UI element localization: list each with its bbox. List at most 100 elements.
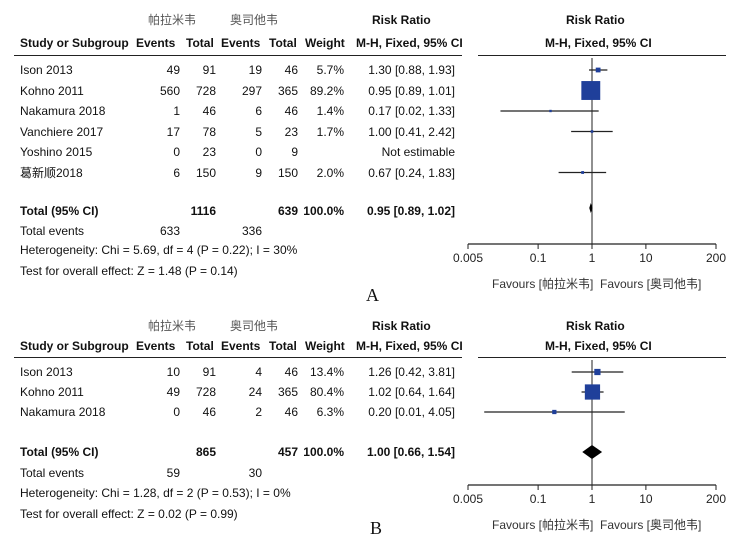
heterogeneity-text: Heterogeneity: Chi = 1.28, df = 2 (P = 0…: [20, 486, 291, 500]
rr-method-header: M-H, Fixed, 95% CI: [356, 36, 463, 50]
events-1: 0: [173, 145, 180, 159]
study-name: Kohno 2011: [20, 83, 84, 98]
x-tick-label: 0.005: [453, 251, 483, 265]
favours-left: Favours [帕拉米韦]: [492, 277, 594, 291]
weight: 6.3%: [316, 405, 344, 419]
total-1: 78: [202, 124, 216, 139]
events2-header: Events: [221, 339, 261, 353]
risk-ratio-ci: 0.67 [0.24, 1.83]: [368, 165, 455, 180]
total-weight: 100.0%: [303, 445, 344, 459]
favours-right: Favours [奥司他韦]: [600, 277, 702, 291]
total-label: Total (95% CI): [20, 204, 99, 218]
total-1: 91: [202, 63, 216, 77]
total-2: 46: [284, 63, 298, 77]
total-2: 23: [284, 124, 298, 139]
study-header: Study or Subgroup: [20, 339, 129, 353]
events-2: 4: [255, 365, 262, 379]
plot-header-rule: [478, 55, 726, 56]
favours-right: Favours [奥司他韦]: [600, 518, 702, 532]
study-box: [594, 368, 601, 376]
events-1: 17: [166, 124, 180, 139]
x-tick-label: 0.005: [453, 492, 483, 506]
weight-header: Weight: [305, 36, 345, 50]
rr-plot-method-header: M-H, Fixed, 95% CI: [545, 36, 652, 50]
total-1: 23: [202, 145, 216, 159]
total-events-2: 336: [241, 224, 262, 238]
total-1: 91: [202, 365, 216, 379]
events-1: 560: [159, 83, 180, 98]
total-n2: 457: [277, 445, 298, 459]
total-2: 46: [284, 104, 298, 118]
events-2: 6: [255, 104, 262, 118]
rr-plot-method-header: M-H, Fixed, 95% CI: [545, 339, 652, 353]
rr-title: Risk Ratio: [372, 319, 431, 333]
total-events-1: 633: [159, 224, 180, 238]
total-events-2: 30: [248, 466, 262, 480]
events-1: 6: [173, 165, 180, 180]
events-1: 0: [173, 405, 180, 419]
total-2: 150: [277, 165, 298, 180]
rr-plot-title: Risk Ratio: [566, 319, 625, 333]
study-name: Vanchiere 2017: [20, 124, 104, 139]
rr-plot-title: Risk Ratio: [566, 13, 625, 27]
risk-ratio-ci: 0.95 [0.89, 1.01]: [368, 83, 455, 98]
study-name: 葛新顺2018: [20, 165, 83, 180]
x-tick-label: 10: [639, 492, 653, 506]
forest-panel-b: 帕拉米韦 奥司他韦 Risk Ratio Risk Ratio Study or…: [0, 306, 744, 539]
total-n1: 865: [195, 445, 216, 459]
study-box: [581, 171, 585, 174]
events-1: 1: [173, 104, 180, 118]
study-header: Study or Subgroup: [20, 36, 129, 50]
total-events-label: Total events: [20, 466, 85, 480]
overall-effect-text: Test for overall effect: Z = 1.48 (P = 0…: [20, 264, 238, 278]
total-1: 46: [202, 104, 216, 118]
study-name: Ison 2013: [20, 63, 73, 77]
weight: 1.4%: [316, 104, 344, 118]
total-n2: 639: [277, 204, 298, 218]
total-2: 46: [284, 405, 298, 419]
total-events-1: 59: [166, 466, 180, 480]
x-tick-label: 200: [706, 251, 726, 265]
header-rule: [14, 357, 462, 358]
x-tick-label: 1: [589, 492, 596, 506]
weight: 89.2%: [309, 83, 344, 98]
study-box: [584, 384, 601, 400]
rr-method-header: M-H, Fixed, 95% CI: [356, 339, 463, 353]
risk-ratio-ci: 0.20 [0.01, 4.05]: [368, 405, 455, 419]
risk-ratio-ci: 1.26 [0.42, 3.81]: [368, 365, 455, 379]
events-2: 24: [248, 385, 262, 399]
events1-header: Events: [136, 339, 176, 353]
study-name: Nakamura 2018: [20, 104, 106, 118]
risk-ratio-ci: Not estimable: [381, 145, 455, 159]
weight: 13.4%: [309, 365, 344, 379]
study-box: [595, 67, 601, 73]
events2-header: Events: [221, 36, 261, 50]
x-tick-label: 0.1: [530, 492, 547, 506]
total-2: 9: [291, 145, 298, 159]
rr-title: Risk Ratio: [372, 13, 431, 27]
events-2: 19: [248, 63, 262, 77]
risk-ratio-ci: 1.02 [0.64, 1.64]: [368, 385, 455, 399]
events-2: 2: [255, 405, 262, 419]
study-name: Yoshino 2015: [20, 145, 93, 159]
total-1: 728: [195, 385, 216, 399]
forest-plot-b: 0.005 0.1 1 10 200: [453, 360, 726, 506]
total-2: 365: [277, 385, 298, 399]
risk-ratio-ci: 0.17 [0.02, 1.33]: [368, 104, 455, 118]
events1-header: Events: [136, 36, 176, 50]
events-2: 297: [241, 83, 262, 98]
risk-ratio-ci: 1.30 [0.88, 1.93]: [368, 63, 455, 77]
total-events-label: Total events: [20, 224, 85, 238]
overall-effect-text: Test for overall effect: Z = 0.02 (P = 0…: [20, 507, 238, 521]
x-tick-label: 10: [639, 251, 653, 265]
study-name: Nakamura 2018: [20, 405, 106, 419]
weight: 1.7%: [316, 124, 344, 139]
plot-header-rule: [478, 357, 726, 358]
total2-header: Total: [269, 339, 297, 353]
total-2: 365: [277, 83, 298, 98]
total1-header: Total: [186, 36, 214, 50]
weight-header: Weight: [305, 339, 345, 353]
risk-ratio-ci: 1.00 [0.41, 2.42]: [368, 124, 455, 139]
study-box: [549, 109, 552, 113]
heterogeneity-text: Heterogeneity: Chi = 5.69, df = 4 (P = 0…: [20, 243, 298, 257]
